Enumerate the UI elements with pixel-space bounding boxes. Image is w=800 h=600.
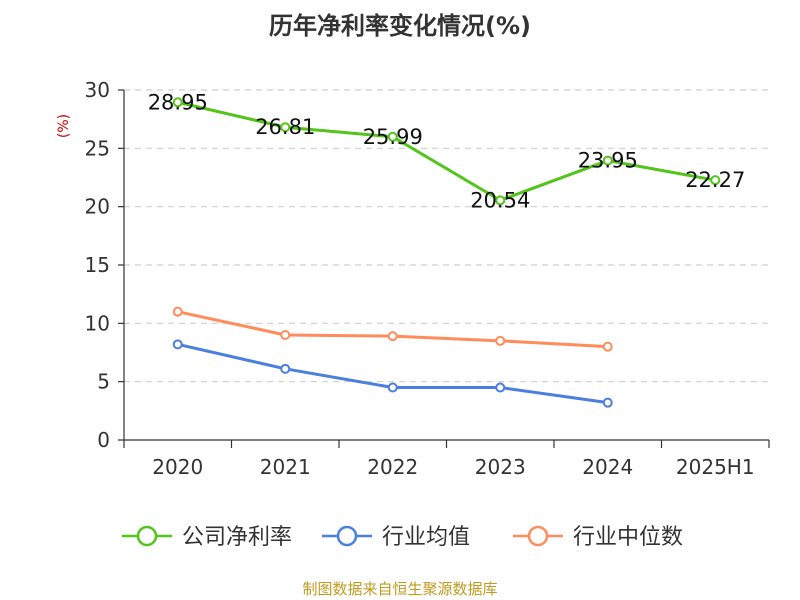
series-line [176,342,610,405]
legend-label: 行业中位数 [573,525,683,550]
legend-label: 公司净利率 [182,525,292,550]
x-tick-label: 2024 [582,455,633,479]
legend-swatch-marker [136,525,158,547]
y-tick-label: 30 [85,78,110,102]
grid-lines [124,89,769,383]
data-label: 26.81 [255,115,315,139]
series-lines [172,97,721,408]
data-point [280,363,291,374]
data-point [172,97,183,108]
legend-item-1: 公司净利率 [122,525,292,550]
y-tick-label: 5 [97,370,110,394]
legend-item-2: 行业均值 [322,525,470,550]
data-point [387,331,398,342]
y-tick-label: 25 [85,136,110,160]
legend-swatch-marker [336,525,358,547]
data-point [172,339,183,350]
y-tick-label: 0 [97,428,110,452]
data-point [710,175,721,186]
legend-swatch-marker [527,525,549,547]
data-point [602,397,613,408]
data-label: 23.95 [578,149,638,173]
data-label: 20.54 [470,188,530,212]
x-tick-label: 2020 [152,455,203,479]
y-tick-label: 20 [85,195,110,219]
x-tick-label: 2021 [260,455,311,479]
data-labels: 28.95 26.81 25.99 20.54 23.95 22.27 [148,90,746,212]
data-point [280,330,291,340]
series-3 [172,306,613,352]
x-tick-label: 2022 [367,455,418,479]
data-point [602,155,613,166]
chart-title: 历年净利率变化情况(%) [269,12,531,40]
data-point [387,131,398,142]
data-point [495,335,506,346]
y-axis-label: (%) [56,114,72,138]
legend: 公司净利率 行业均值 行业中位数 [122,525,683,550]
data-point [280,122,291,133]
legend-label: 行业均值 [382,525,470,550]
series-1 [172,97,721,206]
data-point [172,306,183,317]
x-tick-labels: 2020 2021 2022 2023 2024 2025H1 [152,455,754,479]
y-tick-labels: 0 5 10 15 20 25 30 [85,78,110,452]
series-line [176,310,610,349]
data-label: 25.99 [363,125,423,149]
data-point [495,382,506,393]
axes [118,89,770,448]
x-tick-label: 2023 [475,455,526,479]
data-point [602,341,613,352]
data-point [495,195,506,206]
data-label: 22.27 [685,168,745,192]
x-tick-label: 2025H1 [676,455,755,479]
series-2 [172,339,613,408]
data-point [387,382,398,393]
y-tick-label: 15 [85,253,110,277]
data-label: 28.95 [148,90,208,114]
source-note: 制图数据来自恒生聚源数据库 [302,580,497,598]
y-tick-label: 10 [85,311,110,335]
legend-item-3: 行业中位数 [513,525,683,550]
series-line [176,100,717,202]
